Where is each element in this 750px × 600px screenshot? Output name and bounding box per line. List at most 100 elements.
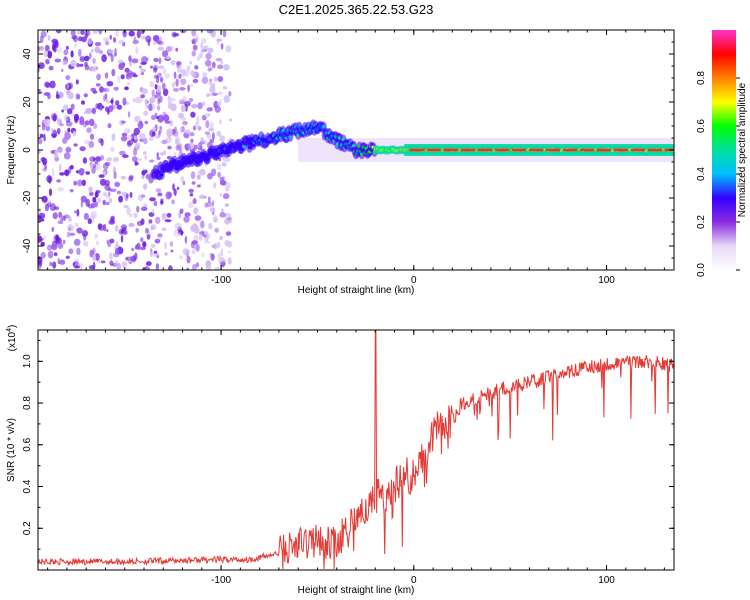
spectrogram-noise-blob <box>174 138 180 146</box>
spectrogram-noise-blob <box>227 220 233 224</box>
spectrogram-noise-blob <box>93 123 98 130</box>
spectrogram-noise-blob <box>157 46 164 51</box>
spectrogram-noise-blob <box>132 97 136 103</box>
spectrogram-noise-blob <box>166 212 172 218</box>
spectrogram-noise-blob <box>194 37 198 43</box>
spectrogram-noise-blob <box>88 140 95 148</box>
spectrogram-y-tick-label: -20 <box>22 190 33 205</box>
spectrogram-noise-blob <box>157 192 163 197</box>
spectrogram-noise-blob <box>156 156 161 160</box>
spectrogram-noise-blob <box>103 224 107 232</box>
spectrogram-y-axis-label: Frequency (Hz) <box>6 116 17 185</box>
spectrogram-noise-blob <box>78 36 83 42</box>
spectrogram-noise-blob <box>141 170 146 176</box>
spectrogram-noise-blob <box>148 219 153 224</box>
spectrogram-noise-blob <box>227 217 233 221</box>
spectrogram-noise-blob <box>191 181 196 185</box>
spectrogram-noise-blob <box>229 118 232 122</box>
spectrogram-noise-blob <box>77 179 83 187</box>
spectrogram-noise-blob <box>207 113 211 117</box>
spectrogram-noise-blob <box>164 219 172 223</box>
spectrogram-noise-blob <box>62 104 69 111</box>
spectrogram-noise-blob <box>65 45 69 50</box>
spectrogram-noise-blob <box>124 127 130 134</box>
spectrogram-noise-blob <box>67 127 71 133</box>
spectrogram-noise-blob <box>40 241 45 247</box>
spectrogram-noise-blob <box>127 70 134 79</box>
spectrogram-noise-blob <box>95 156 102 162</box>
spectrogram-noise-blob <box>47 50 53 59</box>
spectrogram-noise-blob <box>189 193 194 197</box>
spectrogram-y-tick-label: 0 <box>22 147 33 153</box>
spectrogram-noise-blob <box>38 62 45 69</box>
spectrogram-noise-blob <box>44 44 50 52</box>
spectrogram-noise-blob <box>157 40 164 46</box>
spectrogram-noise-blob <box>153 252 160 257</box>
spectrogram-noise-blob <box>222 30 227 38</box>
spectrogram-noise-blob <box>200 136 205 145</box>
spectrogram-noise-blob <box>57 220 61 224</box>
spectrogram-noise-blob <box>43 133 46 142</box>
spectrogram-noise-blob <box>199 141 206 145</box>
spectrogram-noise-blob <box>140 218 145 225</box>
spectrogram-noise-blob <box>179 98 184 104</box>
spectrogram-noise-blob <box>204 112 209 118</box>
spectrogram-noise-blob <box>88 191 94 196</box>
spectrogram-noise-blob <box>194 34 200 42</box>
spectrogram-noise-blob <box>171 81 176 88</box>
spectrogram-noise-blob <box>90 211 97 219</box>
spectrogram-noise-blob <box>85 198 90 207</box>
spectrogram-noise-blob <box>98 30 103 35</box>
spectrogram-noise-blob <box>70 103 75 111</box>
snr-x-tick-label: -100 <box>211 575 231 586</box>
spectrogram-noise-blob <box>224 182 231 190</box>
spectrogram-noise-blob <box>56 45 62 54</box>
spectrogram-noise-blob <box>223 64 230 71</box>
spectrogram-noise-blob <box>63 116 69 121</box>
spectrogram-noise-blob <box>175 144 181 151</box>
snr-y-tick-label: 0.2 <box>22 521 33 535</box>
spectrogram-noise-blob <box>128 55 132 62</box>
spectrogram-noise-blob <box>198 233 203 242</box>
spectrogram-noise-blob <box>189 132 195 137</box>
spectrogram-noise-blob <box>116 190 121 195</box>
spectrogram-noise-blob <box>153 67 158 73</box>
spectrogram-noise-blob <box>119 150 126 156</box>
spectrogram-noise-blob <box>200 42 204 50</box>
spectrogram-noise-blob <box>98 174 105 178</box>
spectrogram-noise-blob <box>121 261 128 269</box>
spectrogram-noise-blob <box>193 207 199 214</box>
spectrogram-noise-blob <box>62 239 66 245</box>
spectrogram-noise-blob <box>90 202 96 209</box>
spectrogram-noise-blob <box>217 171 221 178</box>
snr-x-tick-label: 100 <box>598 575 615 586</box>
spectrogram-noise-blob <box>68 166 72 174</box>
spectrogram-noise-blob <box>80 195 87 203</box>
spectrogram-noise-blob <box>39 35 44 44</box>
spectrogram-noise-blob <box>180 176 185 183</box>
spectrogram-noise-blob <box>135 227 139 233</box>
spectrogram-noise-blob <box>92 157 96 162</box>
spectrogram-noise-blob <box>142 151 147 155</box>
spectrogram-noise-blob <box>159 36 162 42</box>
spectrogram-noise-blob <box>129 191 133 198</box>
spectrogram-noise-blob <box>106 239 109 245</box>
spectrogram-noise-blob <box>208 127 215 132</box>
spectrogram-noise-blob <box>176 186 180 190</box>
spectrogram-noise-blob <box>212 132 215 141</box>
spectrogram-noise-blob <box>217 163 222 170</box>
spectrogram-noise-blob <box>184 101 191 107</box>
spectrogram-noise-blob <box>102 191 108 197</box>
spectrogram-noise-blob <box>180 104 186 113</box>
snr-y-tick-label: 0.6 <box>22 437 33 451</box>
spectrogram-noise-blob <box>163 241 167 250</box>
spectrogram-noise-blob <box>38 46 44 51</box>
spectrogram-noise-blob <box>170 249 174 253</box>
spectrogram-noise-blob <box>92 57 96 64</box>
snr-series-line <box>38 330 674 570</box>
spectrogram-noise-blob <box>201 76 209 85</box>
spectrogram-noise-blob <box>53 46 57 53</box>
spectrogram-noise-blob <box>224 203 229 207</box>
spectrogram-noise-blob <box>103 87 110 93</box>
spectrogram-noise-blob <box>186 267 189 270</box>
